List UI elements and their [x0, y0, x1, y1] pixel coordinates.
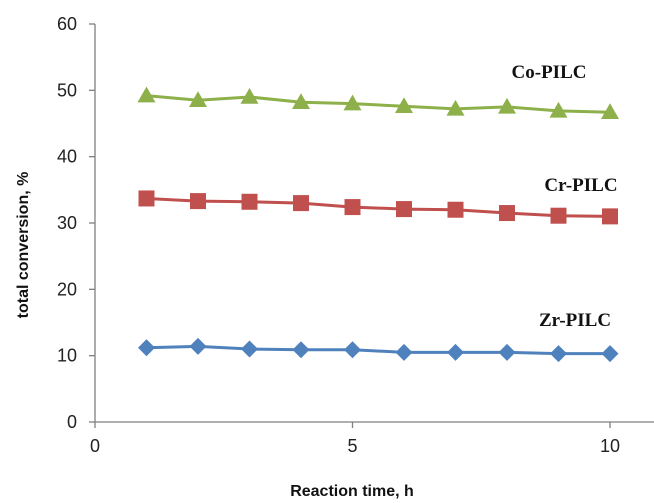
data-point-cr-pilc: [499, 205, 515, 222]
y-tick-label: 60: [57, 14, 77, 34]
data-point-co-pilc: [343, 94, 362, 111]
data-point-zr-pilc: [292, 341, 310, 359]
data-point-zr-pilc: [447, 343, 464, 361]
data-point-zr-pilc: [601, 345, 619, 363]
data-point-co-pilc: [446, 99, 465, 116]
y-tick-label: 10: [57, 346, 77, 366]
series-layer: [137, 86, 619, 363]
y-axis-title: total conversion, %: [15, 172, 32, 319]
data-point-co-pilc: [601, 103, 619, 119]
series-co-pilc: [137, 86, 619, 119]
data-point-co-pilc: [549, 101, 568, 118]
series-label-co-pilc: Co-PILC: [512, 62, 587, 83]
y-tick-label: 50: [57, 80, 77, 100]
series-label-zr-pilc: Zr-PILC: [539, 310, 611, 331]
data-point-cr-pilc: [550, 207, 567, 224]
y-tick-label: 0: [67, 412, 77, 432]
series-zr-pilc: [138, 337, 619, 363]
axes: 0 10 20 30 40 50 60 0 5 10: [57, 14, 654, 456]
data-point-cr-pilc: [344, 199, 361, 216]
data-point-cr-pilc: [241, 193, 258, 210]
data-point-zr-pilc: [498, 343, 516, 361]
data-point-cr-pilc: [138, 190, 155, 207]
data-point-zr-pilc: [550, 345, 567, 363]
labels-layer: Reaction time, h total conversion, % Co-…: [15, 62, 618, 500]
data-point-cr-pilc: [293, 195, 309, 212]
data-point-cr-pilc: [447, 201, 464, 218]
x-axis-title: Reaction time, h: [290, 483, 414, 500]
x-tick-label: 0: [90, 436, 100, 456]
data-point-cr-pilc: [190, 193, 206, 210]
series-cr-pilc: [138, 190, 618, 225]
data-point-co-pilc: [189, 91, 207, 108]
x-tick-label: 5: [347, 436, 357, 456]
data-point-co-pilc: [137, 86, 156, 103]
data-point-zr-pilc: [344, 341, 361, 359]
data-point-co-pilc: [240, 87, 259, 104]
y-tick-label: 30: [57, 213, 77, 233]
series-line-co-pilc: [146, 94, 611, 114]
y-tick-label: 40: [57, 147, 77, 167]
data-point-co-pilc: [498, 97, 516, 114]
data-point-zr-pilc: [241, 340, 258, 358]
y-tick-label: 20: [57, 279, 77, 299]
series-line-cr-pilc: [146, 196, 611, 218]
series-line-zr-pilc: [146, 344, 610, 356]
data-point-zr-pilc: [138, 339, 155, 357]
data-point-co-pilc: [292, 93, 310, 110]
x-tick-label: 10: [600, 436, 620, 456]
data-point-zr-pilc: [395, 343, 413, 361]
series-label-cr-pilc: Cr-PILC: [544, 175, 617, 196]
data-point-zr-pilc: [189, 337, 207, 355]
data-point-cr-pilc: [602, 208, 618, 225]
data-point-co-pilc: [395, 97, 413, 114]
data-point-cr-pilc: [396, 201, 412, 218]
